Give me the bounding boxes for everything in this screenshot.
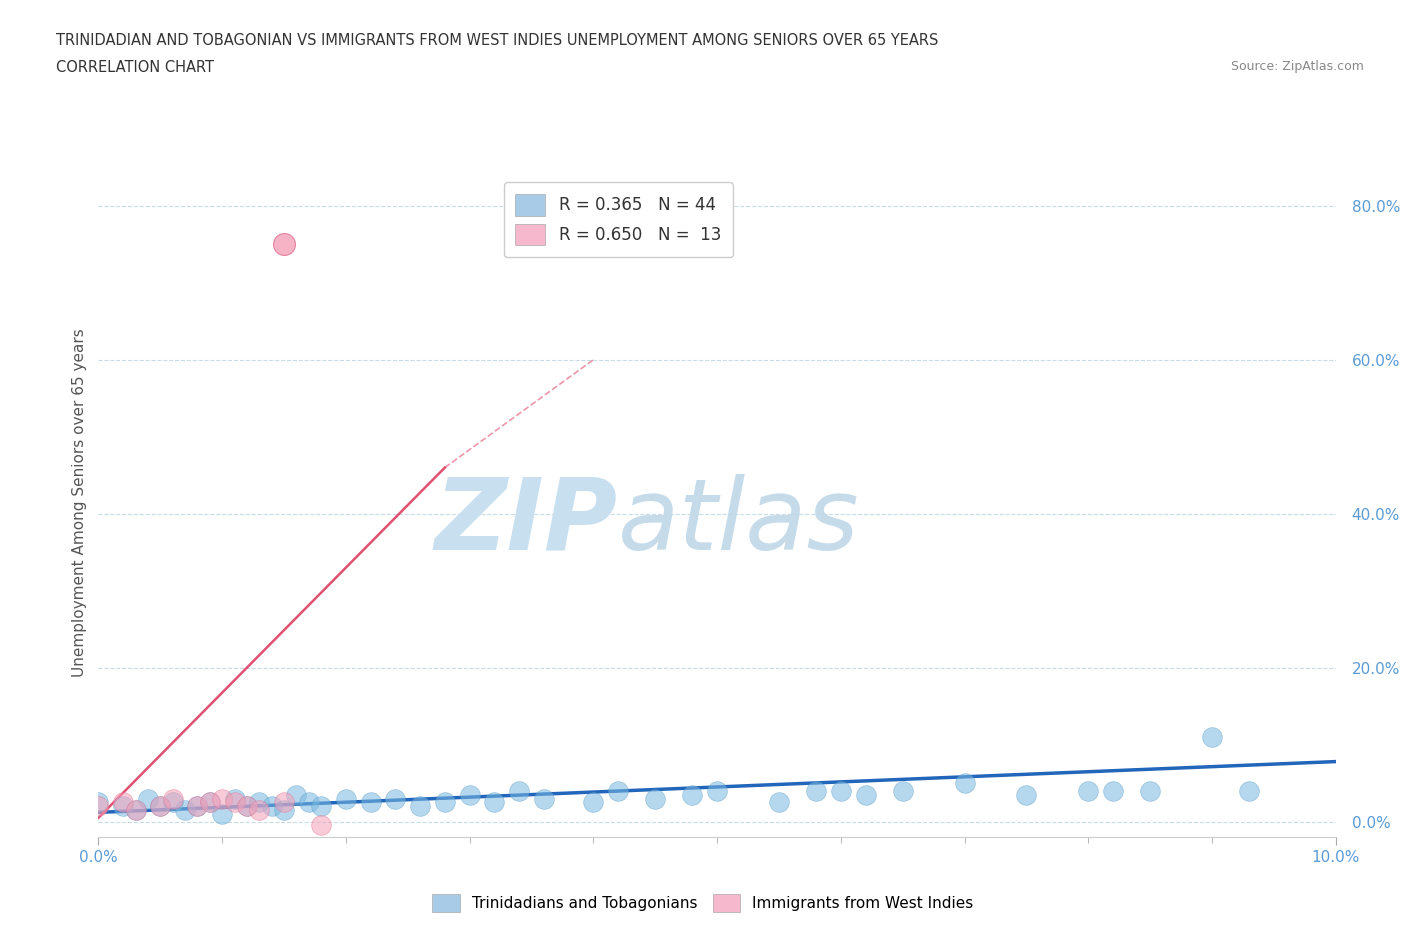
Point bbox=[1139, 783, 1161, 798]
Point bbox=[309, 799, 332, 814]
Text: atlas: atlas bbox=[619, 473, 859, 571]
Point bbox=[236, 799, 259, 814]
Text: CORRELATION CHART: CORRELATION CHART bbox=[56, 60, 214, 75]
Point bbox=[768, 795, 790, 810]
Point bbox=[508, 783, 530, 798]
Point bbox=[335, 791, 357, 806]
Point bbox=[198, 795, 221, 810]
Point bbox=[384, 791, 406, 806]
Point bbox=[224, 795, 246, 810]
Point bbox=[607, 783, 630, 798]
Text: Source: ZipAtlas.com: Source: ZipAtlas.com bbox=[1230, 60, 1364, 73]
Point bbox=[1102, 783, 1125, 798]
Point bbox=[124, 803, 146, 817]
Point bbox=[298, 795, 321, 810]
Point bbox=[112, 795, 135, 810]
Point bbox=[1077, 783, 1099, 798]
Point bbox=[186, 799, 208, 814]
Text: TRINIDADIAN AND TOBAGONIAN VS IMMIGRANTS FROM WEST INDIES UNEMPLOYMENT AMONG SEN: TRINIDADIAN AND TOBAGONIAN VS IMMIGRANTS… bbox=[56, 33, 939, 47]
Point bbox=[582, 795, 605, 810]
Text: ZIP: ZIP bbox=[434, 473, 619, 571]
Point bbox=[644, 791, 666, 806]
Point bbox=[681, 787, 703, 802]
Point bbox=[1237, 783, 1260, 798]
Point bbox=[224, 791, 246, 806]
Point bbox=[260, 799, 283, 814]
Point bbox=[409, 799, 432, 814]
Point bbox=[174, 803, 197, 817]
Point bbox=[458, 787, 481, 802]
Point bbox=[309, 818, 332, 833]
Point bbox=[247, 795, 270, 810]
Point bbox=[186, 799, 208, 814]
Point bbox=[247, 803, 270, 817]
Point bbox=[236, 799, 259, 814]
Point bbox=[124, 803, 146, 817]
Point bbox=[484, 795, 506, 810]
Point bbox=[1201, 729, 1223, 744]
Point bbox=[162, 795, 184, 810]
Point bbox=[433, 795, 456, 810]
Y-axis label: Unemployment Among Seniors over 65 years: Unemployment Among Seniors over 65 years bbox=[72, 328, 87, 677]
Point bbox=[273, 237, 295, 252]
Point bbox=[360, 795, 382, 810]
Point bbox=[162, 791, 184, 806]
Legend: R = 0.365   N = 44, R = 0.650   N =  13: R = 0.365 N = 44, R = 0.650 N = 13 bbox=[503, 182, 733, 257]
Point bbox=[211, 806, 233, 821]
Point bbox=[1015, 787, 1038, 802]
Point bbox=[112, 799, 135, 814]
Point bbox=[285, 787, 308, 802]
Point bbox=[273, 803, 295, 817]
Point bbox=[273, 795, 295, 810]
Point bbox=[830, 783, 852, 798]
Point bbox=[149, 799, 172, 814]
Point bbox=[891, 783, 914, 798]
Point bbox=[87, 799, 110, 814]
Point bbox=[533, 791, 555, 806]
Point bbox=[804, 783, 827, 798]
Legend: Trinidadians and Tobagonians, Immigrants from West Indies: Trinidadians and Tobagonians, Immigrants… bbox=[426, 888, 980, 918]
Point bbox=[87, 795, 110, 810]
Point bbox=[136, 791, 159, 806]
Point bbox=[198, 795, 221, 810]
Point bbox=[855, 787, 877, 802]
Point bbox=[211, 791, 233, 806]
Point bbox=[149, 799, 172, 814]
Point bbox=[953, 776, 976, 790]
Point bbox=[706, 783, 728, 798]
